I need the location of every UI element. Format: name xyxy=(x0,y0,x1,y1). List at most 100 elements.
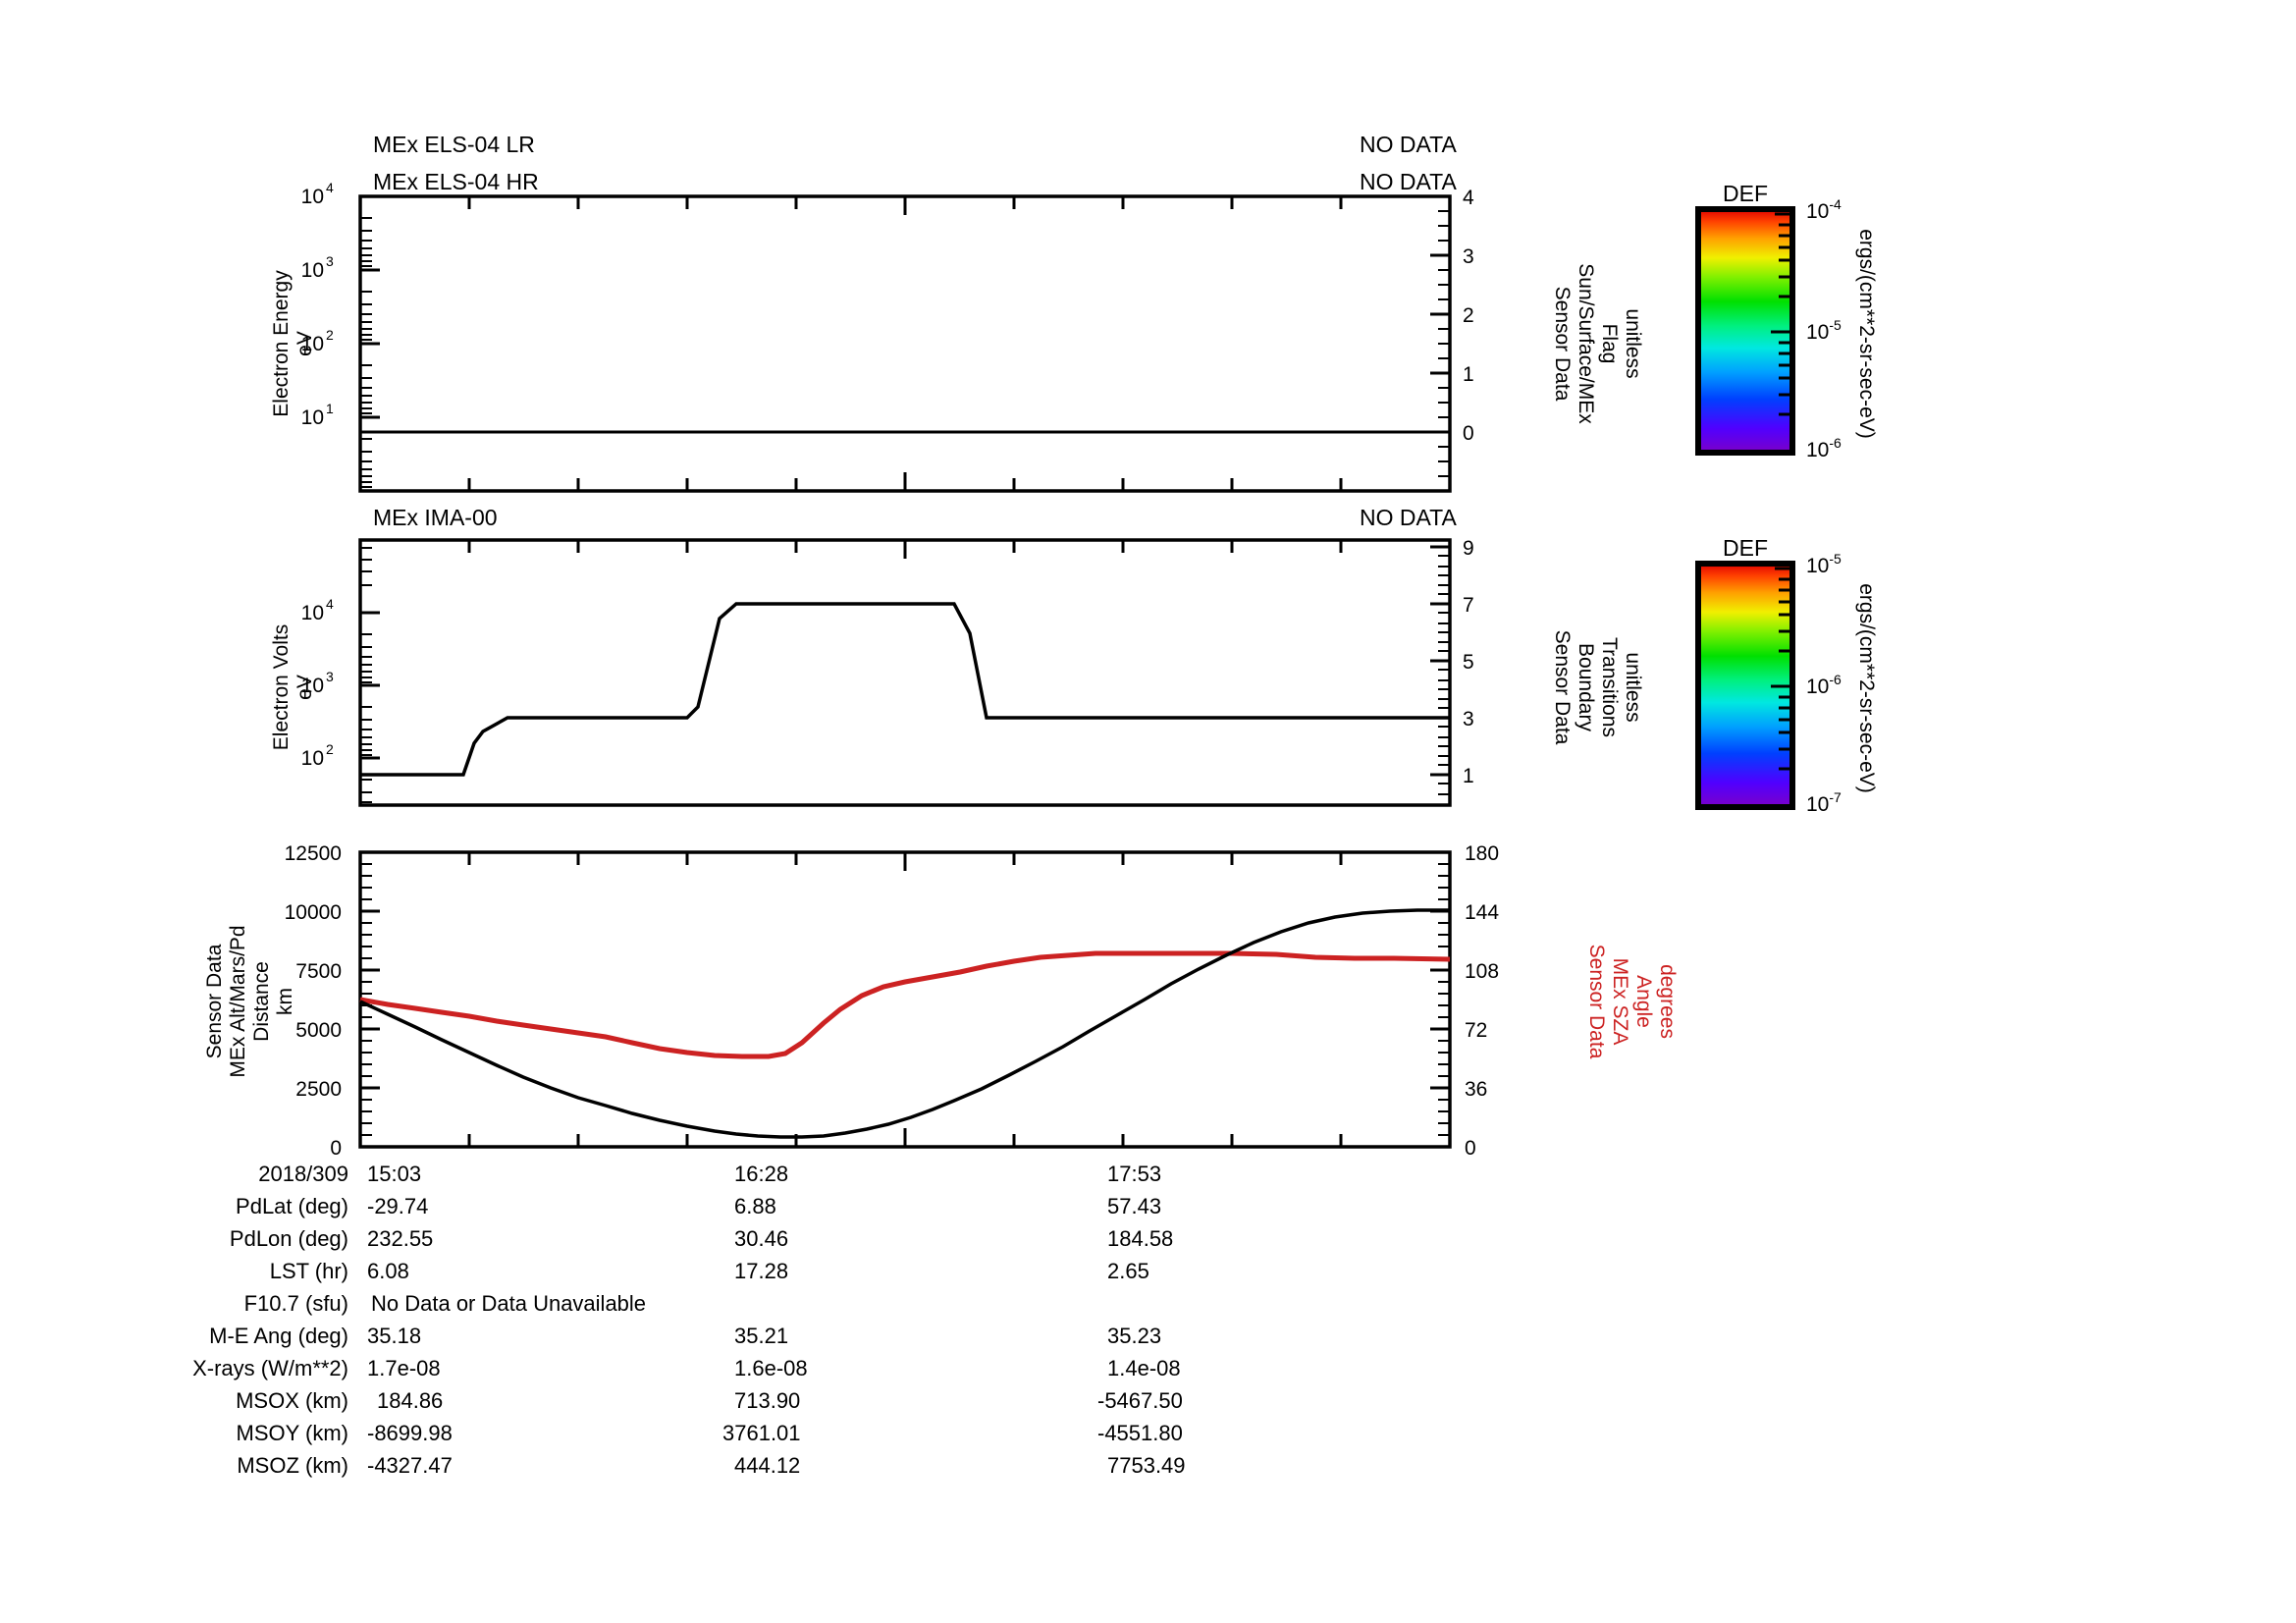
panel3-altitude-trace xyxy=(359,908,1450,1139)
colorbar-2-mid-label: 10-6 xyxy=(1806,672,1842,698)
panel1-ytick-0: 10 xyxy=(301,186,324,208)
panel3-left-axis-line4: km xyxy=(274,988,296,1015)
row-v1: 15:03 xyxy=(367,1162,421,1186)
row-label: PdLat (deg) xyxy=(236,1194,348,1218)
row-label: MSOY (km) xyxy=(237,1421,348,1445)
panel3-ytick-3: 5000 xyxy=(295,1019,342,1042)
panel1-right-axis-line1: Sensor Data xyxy=(1551,287,1574,402)
panel2-title: MEx IMA-00 xyxy=(373,505,498,530)
row-label: X-rays (W/m**2) xyxy=(192,1356,348,1380)
panel2-right-minor-ticks xyxy=(1438,555,1450,795)
panel1-ytick-2-exp: 2 xyxy=(326,327,334,343)
panel3-left-tick-labels: 12500 10000 7500 5000 2500 0 xyxy=(285,842,342,1160)
table-row: MSOX (km) 184.86 713.90 -5467.50 xyxy=(236,1388,1183,1413)
panel3-right-axis-line4: degrees xyxy=(1656,964,1679,1039)
panel2-boundary-trace xyxy=(360,602,1450,777)
panel1-nodata-hr: NO DATA xyxy=(1360,169,1457,194)
panel1-title-lr: MEx ELS-04 LR xyxy=(373,132,535,157)
row-v3: 1.4e-08 xyxy=(1107,1356,1181,1380)
panel3-ytick-2: 7500 xyxy=(295,960,342,983)
panel1-rtick-3: 1 xyxy=(1463,363,1474,386)
row-v2: 1.6e-08 xyxy=(734,1356,808,1380)
panel1-right-axis-title: Sensor Data Sun/Surface/MEx Flag unitles… xyxy=(1551,263,1644,424)
colorbar-2-title: DEF xyxy=(1723,535,1768,561)
panel3-right-axis-line2: MEx SZA xyxy=(1609,958,1631,1046)
panel3-right-axis-title: Sensor Data MEx SZA Angle degrees xyxy=(1585,945,1679,1059)
panel2-left-major-ticks xyxy=(360,611,380,760)
row-v1: -29.74 xyxy=(367,1194,428,1218)
row-v3: 17:53 xyxy=(1107,1162,1161,1186)
row-v2: 444.12 xyxy=(734,1453,800,1478)
panel1-rtick-0: 4 xyxy=(1463,187,1474,209)
panel3-ytick-0: 12500 xyxy=(285,842,342,865)
row-v3: 7753.49 xyxy=(1107,1453,1186,1478)
colorbar-1-title: DEF xyxy=(1723,181,1768,206)
svg-text:ergs/(cm**2-sr-sec-eV): ergs/(cm**2-sr-sec-eV) xyxy=(1855,229,1878,439)
panel3-right-major-ticks xyxy=(1430,850,1450,1149)
row-v3: -5467.50 xyxy=(1097,1388,1183,1413)
panel1-left-axis-title: Electron Energy eV xyxy=(270,270,316,417)
panel1-left-major-ticks xyxy=(360,194,380,419)
panel3-right-axis-line3: Angle xyxy=(1632,975,1655,1028)
panel1-left-axis-line2: eV xyxy=(294,331,316,356)
panel2-ytick-2: 10 xyxy=(301,747,324,770)
panel3-rtick-1: 144 xyxy=(1465,901,1499,924)
svg-text:ergs/(cm**2-sr-sec-eV): ergs/(cm**2-sr-sec-eV) xyxy=(1855,583,1878,793)
panel3-rtick-4: 36 xyxy=(1465,1078,1487,1101)
panel1-right-axis-line3: Flag xyxy=(1598,324,1621,364)
colorbar-1-bottom-label: 10-6 xyxy=(1806,435,1842,461)
panel3-left-major-ticks xyxy=(360,850,380,1149)
row-v1: 35.18 xyxy=(367,1324,421,1348)
panel1-top-ticks xyxy=(467,196,1343,215)
row-label: 2018/309 xyxy=(258,1162,348,1186)
row-label: LST (hr) xyxy=(270,1259,348,1283)
panel3-left-minor-ticks xyxy=(360,863,372,1136)
panel1-rtick-2: 2 xyxy=(1463,304,1474,327)
panel2-rtick-4: 1 xyxy=(1463,765,1474,787)
panel-2-ima: MEx IMA-00 NO DATA 10 4 10 3 xyxy=(270,505,1644,807)
row-v3: 184.58 xyxy=(1107,1226,1173,1251)
colorbar-2-bottom-label: 10-7 xyxy=(1806,789,1842,816)
panel1-right-tick-labels: 4 3 2 1 0 xyxy=(1463,187,1474,445)
panel2-ytick-1-exp: 3 xyxy=(326,669,334,684)
panel1-ytick-1-exp: 3 xyxy=(326,253,334,269)
row-v1: -8699.98 xyxy=(367,1421,453,1445)
row-v1-span: No Data or Data Unavailable xyxy=(371,1291,646,1316)
colorbar-2: DEF 10-5 10-6 10-7 ergs/(cm**2-sr-sec-eV… xyxy=(1695,535,1878,816)
row-v2: 6.88 xyxy=(734,1194,776,1218)
panel1-ytick-2: 10 xyxy=(301,333,324,355)
panel1-ytick-3-exp: 1 xyxy=(326,401,334,416)
panel3-top-ticks xyxy=(467,852,1343,871)
panel1-ytick-0-exp: 4 xyxy=(326,180,334,195)
panel2-right-axis-title: Sensor Data Boundary Transitions unitles… xyxy=(1551,630,1644,745)
panel2-rtick-2: 5 xyxy=(1463,651,1474,674)
row-v2: 30.46 xyxy=(734,1226,788,1251)
table-row: M-E Ang (deg) 35.18 35.21 35.23 xyxy=(209,1324,1161,1348)
panel1-rtick-1: 3 xyxy=(1463,245,1474,268)
panel2-right-axis-line3: Transitions xyxy=(1598,637,1621,737)
row-v1: 6.08 xyxy=(367,1259,409,1283)
row-label: F10.7 (sfu) xyxy=(244,1291,348,1316)
row-v2: 3761.01 xyxy=(722,1421,801,1445)
panel3-rtick-0: 180 xyxy=(1465,842,1499,865)
panel1-right-axis-line4: unitless xyxy=(1622,308,1644,378)
panel1-ytick-3: 10 xyxy=(301,406,324,429)
panel1-left-minor-ticks xyxy=(360,217,372,488)
row-v2: 35.21 xyxy=(734,1324,788,1348)
table-row: F10.7 (sfu) No Data or Data Unavailable xyxy=(244,1291,646,1316)
panel1-left-axis-line1: Electron Energy xyxy=(270,270,293,417)
panel1-nodata-lr: NO DATA xyxy=(1360,132,1457,157)
table-row: PdLat (deg) -29.74 6.88 57.43 xyxy=(236,1194,1161,1218)
panel2-right-tick-labels: 9 7 5 3 1 xyxy=(1463,537,1474,787)
panel3-left-axis-line3: Distance xyxy=(250,961,273,1042)
panel2-ytick-0: 10 xyxy=(301,602,324,624)
row-v2: 16:28 xyxy=(734,1162,788,1186)
row-v1: 184.86 xyxy=(377,1388,443,1413)
colorbar-1: DEF 10-4 10-5 10-6 ergs/(cm**2-sr-sec-eV… xyxy=(1695,181,1878,461)
panel3-ytick-5: 0 xyxy=(330,1137,342,1160)
panel1-right-minor-ticks xyxy=(1438,210,1450,477)
panel3-ytick-1: 10000 xyxy=(285,901,342,924)
